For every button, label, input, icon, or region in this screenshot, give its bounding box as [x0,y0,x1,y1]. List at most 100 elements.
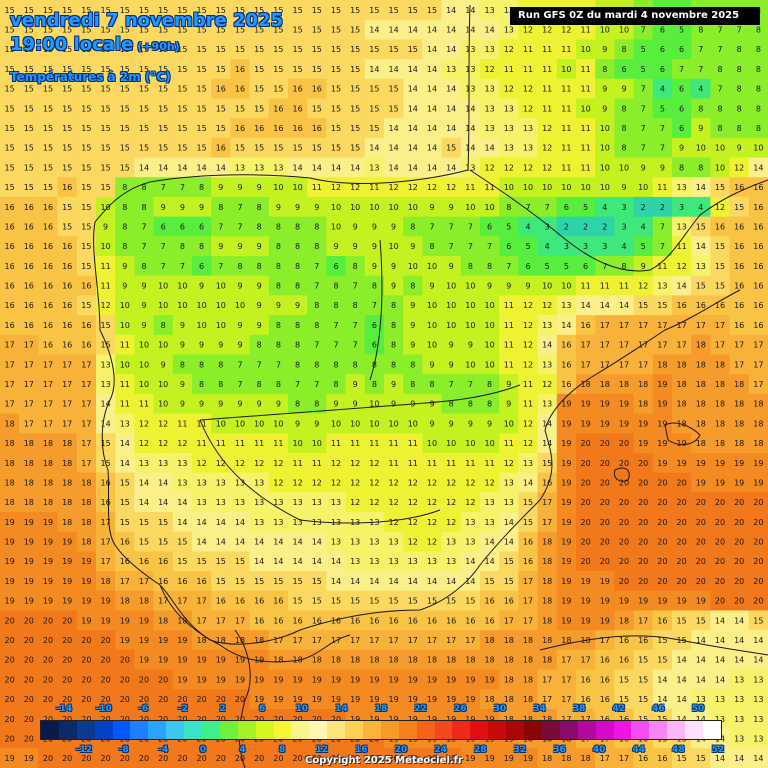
field-cell [19,728,39,749]
grid-value: 20 [43,656,53,665]
grid-value: 9 [449,262,454,271]
grid-value: 13 [350,557,360,566]
field-cell [364,689,385,710]
grid-value: 17 [81,380,91,389]
grid-value: 8 [199,380,204,389]
grid-value: 19 [427,695,437,704]
grid-value: 9 [237,400,242,409]
grid-value: 15 [331,124,341,133]
field-cell [748,98,768,119]
grid-value: 10 [331,203,341,212]
field-cell [595,177,615,198]
field-cell [710,413,731,434]
grid-value: 20 [753,498,763,507]
grid-value: 14 [427,144,437,153]
field-cell [115,275,135,296]
field-cell [307,374,327,395]
field-cell [57,196,78,218]
grid-value: 18 [696,439,706,448]
field-cell [384,590,404,612]
grid-value: 15 [677,734,687,743]
field-cell [384,216,404,237]
grid-value: 13 [485,45,495,54]
grid-value: 16 [235,65,245,74]
grid-value: 20 [619,577,629,586]
grid-value: 18 [24,439,34,448]
grid-value: 9 [429,360,434,369]
field-cell [480,98,500,119]
field-cell [499,413,519,434]
field-cell [403,649,423,671]
field-cell [345,118,366,139]
grid-value: 10 [350,419,360,428]
grid-value: 14 [369,26,379,35]
grid-value: 19 [177,675,187,684]
grid-value: 7 [525,203,530,212]
grid-value: 2 [660,203,665,212]
field-cell [556,98,577,119]
field-cell [96,413,116,434]
grid-value: 9 [660,163,665,172]
grid-value: 18 [62,498,72,507]
grid-value: 12 [523,163,533,172]
field-cell [403,590,423,612]
grid-value: 15 [350,85,360,94]
field-cell [115,78,135,100]
field-cell [691,413,711,434]
field-cell [153,118,174,139]
field-cell [38,196,59,218]
field-cell [403,512,423,533]
grid-value: 8 [199,183,204,192]
grid-value: 19 [408,675,418,684]
grid-value: 14 [561,321,571,330]
field-cell [672,39,692,60]
field-cell [326,315,347,336]
grid-value: 16 [734,321,744,330]
field-cell [288,590,308,612]
grid-value: 8 [257,380,262,389]
field-cell [211,236,231,257]
grid-value: 19 [581,400,591,409]
field-cell [0,0,20,21]
grid-value: 9 [391,282,396,291]
grid-value: 10 [446,282,456,291]
field-cell [115,0,135,21]
field-cell [518,59,539,80]
grid-value: 16 [62,282,72,291]
field-cell [0,708,20,730]
field-cell [499,649,519,671]
grid-value: 12 [542,6,552,15]
field-cell [192,98,212,119]
grid-value: 13 [753,715,763,724]
grid-value: 16 [62,242,72,251]
grid-value: 6 [199,262,204,271]
field-cell [633,689,654,710]
grid-value: 17 [62,400,72,409]
grid-value: 16 [101,478,111,487]
grid-value: 11 [677,242,687,251]
grid-value: 14 [465,26,475,35]
grid-value: 18 [139,597,149,606]
grid-value: 15 [24,26,34,35]
field-cell [0,216,20,237]
field-cell [268,39,289,60]
grid-value: 6 [660,65,665,74]
grid-value: 14 [158,163,168,172]
grid-value: 12 [638,282,648,291]
grid-value: 6 [525,262,530,271]
field-cell [748,708,768,730]
coastlines [93,4,768,768]
grid-value: 10 [715,163,725,172]
field-cell [230,137,251,159]
field-cell [249,334,270,356]
field-cell [691,98,711,119]
grid-value: 15 [715,282,725,291]
grid-value: 14 [101,400,111,409]
grid-value: 9 [353,380,358,389]
grid-value: 14 [485,26,495,35]
grid-value: 18 [581,754,591,763]
grid-value: 15 [504,577,514,586]
field-cell [691,610,711,631]
field-cell [595,374,615,395]
field-cell [614,98,635,119]
